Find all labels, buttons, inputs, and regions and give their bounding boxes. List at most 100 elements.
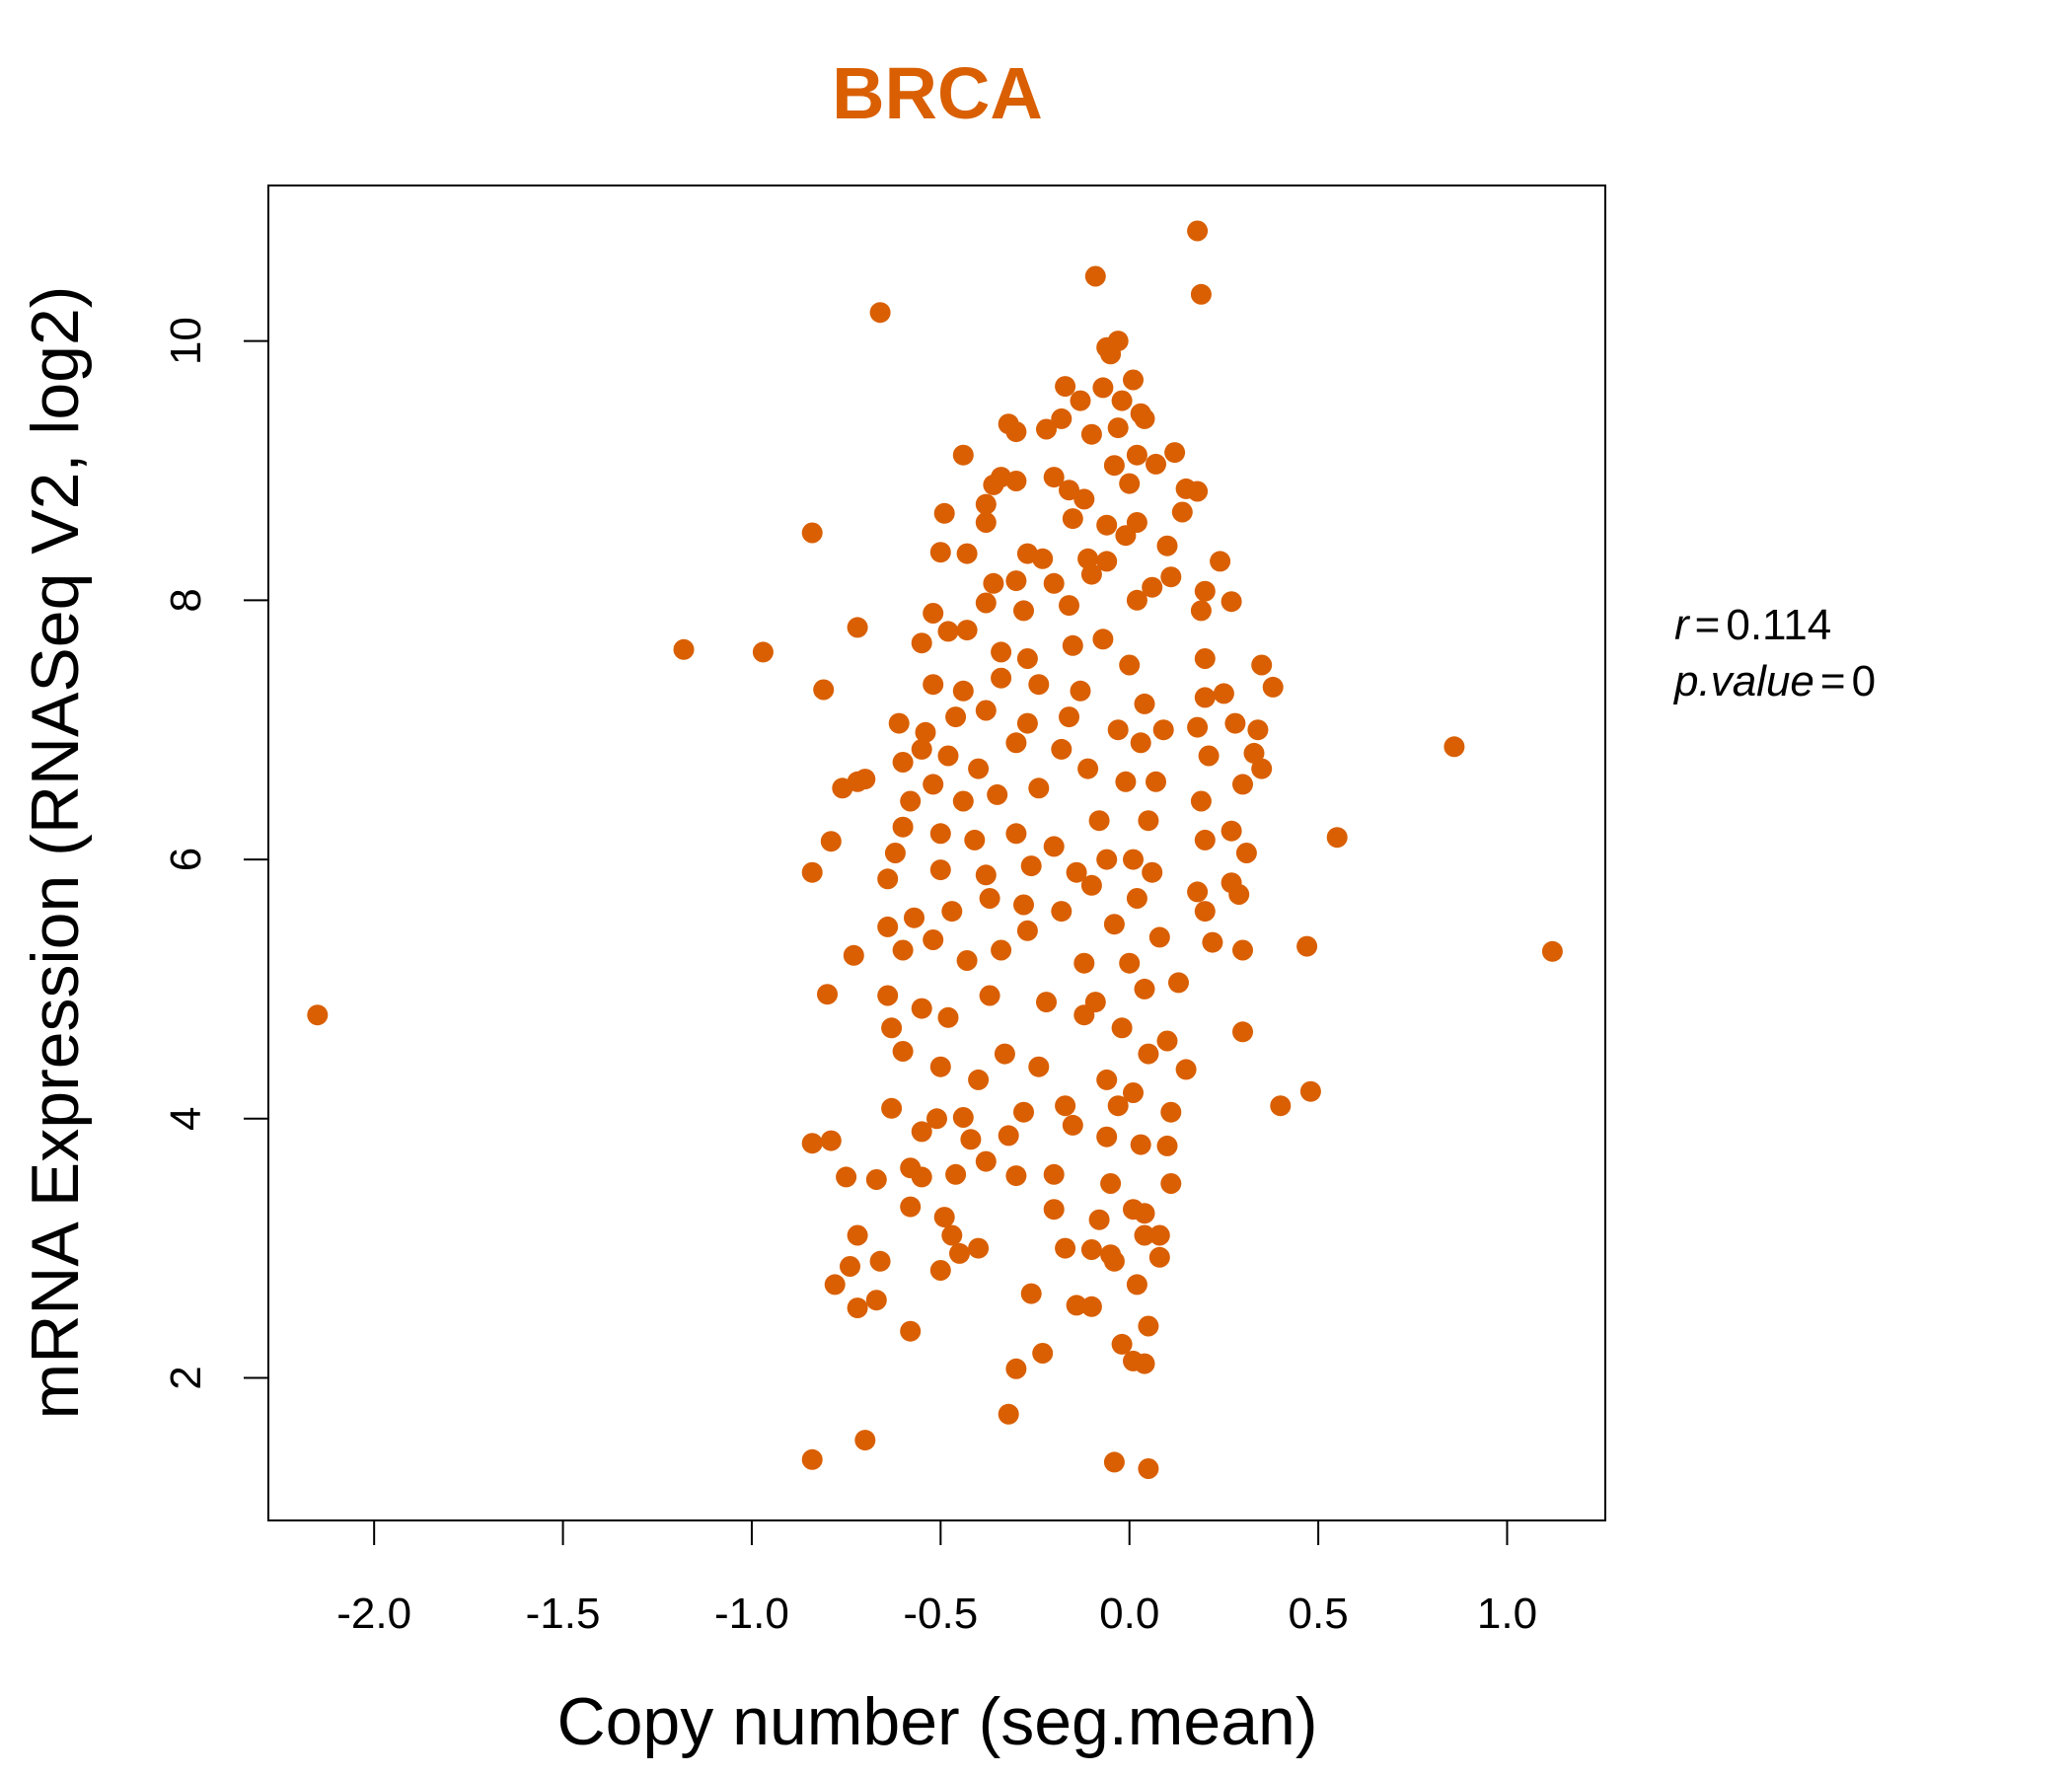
data-point	[1194, 580, 1216, 602]
data-point	[1194, 901, 1216, 923]
data-point	[952, 790, 974, 812]
data-point	[968, 1237, 990, 1259]
data-point	[915, 721, 936, 743]
data-point	[1016, 648, 1038, 669]
data-points	[307, 220, 1563, 1479]
y-axis-label: mRNA Expression (RNASeq V2, log2)	[18, 286, 93, 1420]
data-point	[1123, 849, 1144, 870]
y-tick-label: 4	[162, 1107, 210, 1131]
data-point	[900, 790, 922, 812]
data-point	[1194, 829, 1216, 851]
data-point	[929, 542, 951, 563]
data-point	[1100, 343, 1122, 365]
data-point	[968, 758, 990, 779]
data-point	[1232, 939, 1253, 961]
data-point	[869, 302, 891, 324]
data-point	[1232, 774, 1253, 795]
p-value-stat: p.value = 0	[1672, 657, 1876, 705]
data-point	[1221, 591, 1242, 613]
data-point	[945, 706, 967, 728]
data-point	[911, 998, 932, 1019]
data-point	[975, 512, 997, 533]
data-point	[991, 667, 1012, 689]
data-point	[824, 1274, 846, 1295]
data-point	[1138, 810, 1159, 832]
data-point	[975, 1150, 997, 1172]
data-point	[1123, 1199, 1144, 1221]
data-point	[1213, 683, 1234, 704]
data-point	[1148, 1246, 1170, 1268]
data-point	[1198, 745, 1220, 767]
data-point	[881, 1017, 903, 1039]
data-point	[1247, 719, 1269, 741]
data-point	[892, 939, 914, 961]
data-point	[1187, 881, 1209, 903]
data-point	[979, 985, 1000, 1006]
data-point	[923, 929, 944, 950]
data-point	[1005, 732, 1027, 754]
data-point	[956, 543, 978, 564]
data-point	[1073, 488, 1095, 510]
data-point	[1235, 843, 1257, 863]
data-point	[801, 1448, 823, 1470]
data-point	[1251, 758, 1273, 779]
data-point	[911, 1121, 932, 1143]
data-point	[1005, 421, 1027, 443]
data-point	[956, 620, 978, 641]
data-point	[1156, 1135, 1178, 1156]
data-point	[1103, 1250, 1125, 1272]
data-point	[840, 1256, 860, 1277]
data-point	[877, 985, 899, 1006]
data-point	[1299, 1080, 1321, 1102]
data-point	[847, 617, 868, 638]
data-point	[307, 1004, 329, 1026]
data-point	[892, 752, 914, 773]
data-point	[1194, 687, 1216, 708]
data-point	[900, 1196, 922, 1218]
data-point	[1111, 390, 1133, 411]
data-point	[1160, 1101, 1182, 1123]
data-point	[877, 916, 899, 937]
x-axis: -2.0 -1.5 -1.0 -0.5 0.0 0.5 1.0	[336, 1519, 1537, 1638]
data-point	[1005, 570, 1027, 592]
y-tick-label: 6	[162, 848, 210, 871]
data-point	[820, 831, 842, 852]
data-point	[929, 1260, 951, 1281]
data-point	[673, 638, 695, 660]
data-point	[1221, 820, 1242, 842]
data-point	[1080, 1295, 1102, 1317]
y-tick-label: 2	[162, 1366, 210, 1389]
data-point	[941, 901, 963, 923]
data-point	[987, 783, 1008, 805]
data-point	[1134, 978, 1155, 999]
data-point	[1013, 1101, 1034, 1123]
data-point	[865, 1290, 887, 1311]
x-axis-label: Copy number (seg.mean)	[556, 1684, 1317, 1759]
data-point	[960, 1129, 982, 1150]
r-equals: =	[1695, 601, 1721, 649]
data-point	[991, 939, 1012, 961]
data-point	[1043, 572, 1065, 594]
data-point	[1228, 884, 1250, 905]
data-point	[911, 738, 932, 760]
data-point	[1077, 548, 1099, 569]
data-point	[900, 1320, 922, 1342]
data-point	[1541, 940, 1563, 962]
data-point	[991, 641, 1012, 663]
data-point	[854, 769, 876, 790]
data-point	[1119, 654, 1141, 676]
x-tick-label: -2.0	[336, 1590, 411, 1638]
data-point	[933, 1207, 955, 1228]
data-point	[1126, 1274, 1147, 1295]
data-point	[1224, 712, 1246, 734]
data-point	[1251, 654, 1273, 676]
data-point	[1134, 1224, 1155, 1246]
data-point	[1270, 1095, 1292, 1117]
data-point	[1443, 736, 1465, 758]
chart-title: BRCA	[832, 52, 1043, 134]
data-point	[1134, 1353, 1155, 1374]
data-point	[801, 522, 823, 544]
data-point	[1190, 283, 1212, 305]
data-point	[975, 864, 997, 886]
